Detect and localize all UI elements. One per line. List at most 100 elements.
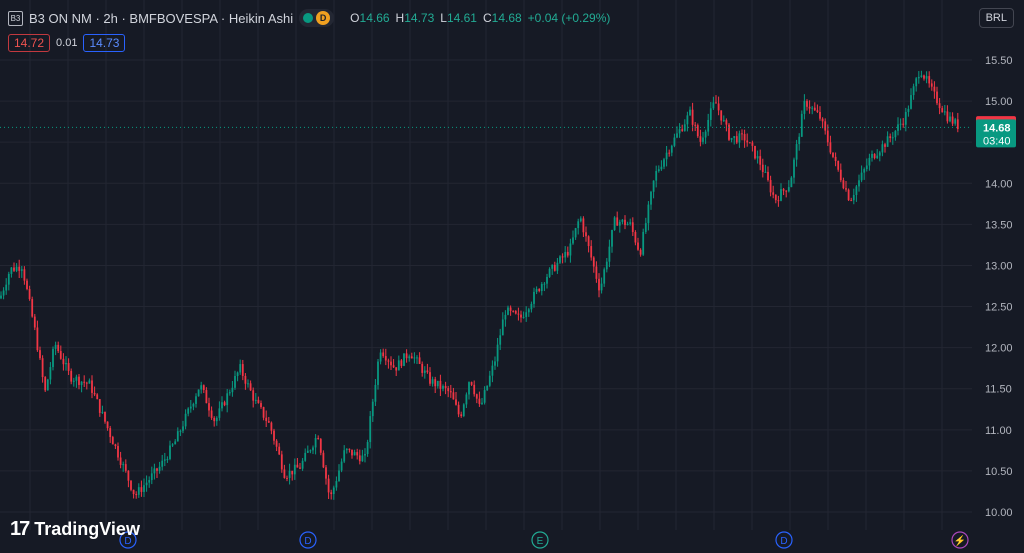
candle-body — [249, 383, 252, 391]
candle-body — [444, 385, 447, 389]
candle-body — [920, 75, 923, 77]
candle-body — [473, 384, 476, 395]
candle-body — [733, 136, 736, 138]
event-marker[interactable]: E — [531, 531, 549, 549]
candle-body — [608, 246, 611, 262]
candle-body — [0, 295, 2, 299]
candle-body — [886, 136, 889, 147]
candle-body — [595, 266, 598, 279]
event-marker[interactable]: D — [775, 531, 793, 549]
candle-body — [826, 130, 829, 143]
candle-body — [917, 76, 920, 79]
candle-body — [332, 487, 335, 495]
candle-body — [413, 357, 416, 359]
candle-body — [551, 264, 554, 269]
candle-body — [353, 452, 356, 456]
candle-body — [590, 246, 593, 258]
close-value: 14.68 — [491, 11, 522, 25]
candle-body — [62, 358, 65, 365]
candle-body — [655, 170, 658, 181]
candle-body — [301, 460, 304, 469]
candle-body — [223, 402, 226, 406]
candle-body — [821, 118, 824, 122]
candle-body — [449, 391, 452, 393]
tradingview-logo[interactable]: 17 TradingView — [10, 518, 140, 541]
candle-body — [839, 169, 842, 181]
candle-body — [114, 444, 117, 447]
candle-body — [522, 316, 525, 318]
candle-body — [91, 380, 93, 393]
candle-body — [538, 288, 541, 292]
tradingview-logo-icon: 17 — [10, 518, 30, 540]
candle-body — [629, 222, 632, 224]
candle-body — [938, 103, 941, 109]
candle-body — [275, 440, 278, 447]
symbol-title[interactable]: B3 ON NM · 2h · BMFBOVESPA · Heikin Ashi — [29, 10, 294, 26]
candle-body — [850, 200, 853, 202]
candle-body — [748, 142, 751, 144]
candle-body — [286, 477, 288, 479]
candle-body — [44, 377, 47, 391]
candle-body — [231, 387, 234, 393]
candle-body — [109, 428, 112, 438]
event-marker-label: ⚡ — [954, 534, 966, 547]
candle-body — [540, 284, 543, 292]
candle-body — [790, 177, 793, 188]
candle-body — [702, 137, 704, 142]
market-status[interactable]: D — [299, 9, 335, 27]
event-marker-icon — [951, 531, 969, 549]
candle-body — [904, 111, 907, 125]
candle-body — [205, 390, 208, 404]
candle-body — [314, 437, 317, 448]
candle-body — [527, 309, 530, 313]
candle-body — [949, 116, 951, 122]
candle-body — [455, 399, 457, 405]
currency-button[interactable]: BRL — [978, 8, 1014, 28]
candle-body — [184, 413, 187, 427]
candle-body — [83, 381, 86, 383]
buy-button[interactable]: 14.73 — [83, 34, 126, 52]
candle-body — [774, 194, 777, 201]
candle-body — [247, 383, 249, 385]
candle-body — [694, 124, 697, 126]
event-marker[interactable]: D — [299, 531, 317, 549]
low-value: 14.61 — [446, 11, 477, 25]
candle-body — [130, 480, 132, 490]
candle-body — [400, 360, 403, 366]
candle-body — [436, 380, 439, 387]
candle-body — [579, 218, 582, 222]
candle-body — [369, 416, 372, 443]
candle-body — [468, 382, 470, 395]
event-marker[interactable]: ⚡ — [951, 531, 969, 549]
candle-body — [603, 269, 606, 284]
candle-body — [49, 367, 52, 380]
candle-body — [811, 107, 814, 109]
candle-body — [57, 344, 60, 352]
candle-body — [36, 327, 39, 351]
candle-body — [262, 407, 265, 418]
candle-body — [793, 159, 795, 178]
candle-body — [221, 402, 223, 409]
y-tick-label: 15.00 — [985, 96, 1013, 108]
event-marker[interactable]: D — [119, 531, 137, 549]
candle-body — [452, 392, 455, 400]
candle-body — [356, 452, 359, 456]
candle-body — [176, 431, 179, 442]
candle-body — [140, 487, 143, 492]
candle-body — [730, 137, 733, 140]
candle-body — [496, 344, 499, 362]
candle-body — [429, 372, 431, 384]
candle-body — [574, 228, 577, 238]
candle-body — [715, 102, 717, 104]
candle-body — [319, 439, 322, 453]
last-price-tag — [976, 119, 1016, 148]
candle-body — [663, 159, 665, 167]
change-value: +0.04 (+0.29%) — [527, 11, 611, 25]
event-marker-label: D — [304, 536, 311, 547]
candle-body — [395, 367, 398, 371]
sell-button[interactable]: 14.72 — [8, 34, 51, 52]
candle-body — [31, 299, 34, 317]
candle-body — [70, 370, 73, 382]
candle-body — [475, 394, 478, 399]
